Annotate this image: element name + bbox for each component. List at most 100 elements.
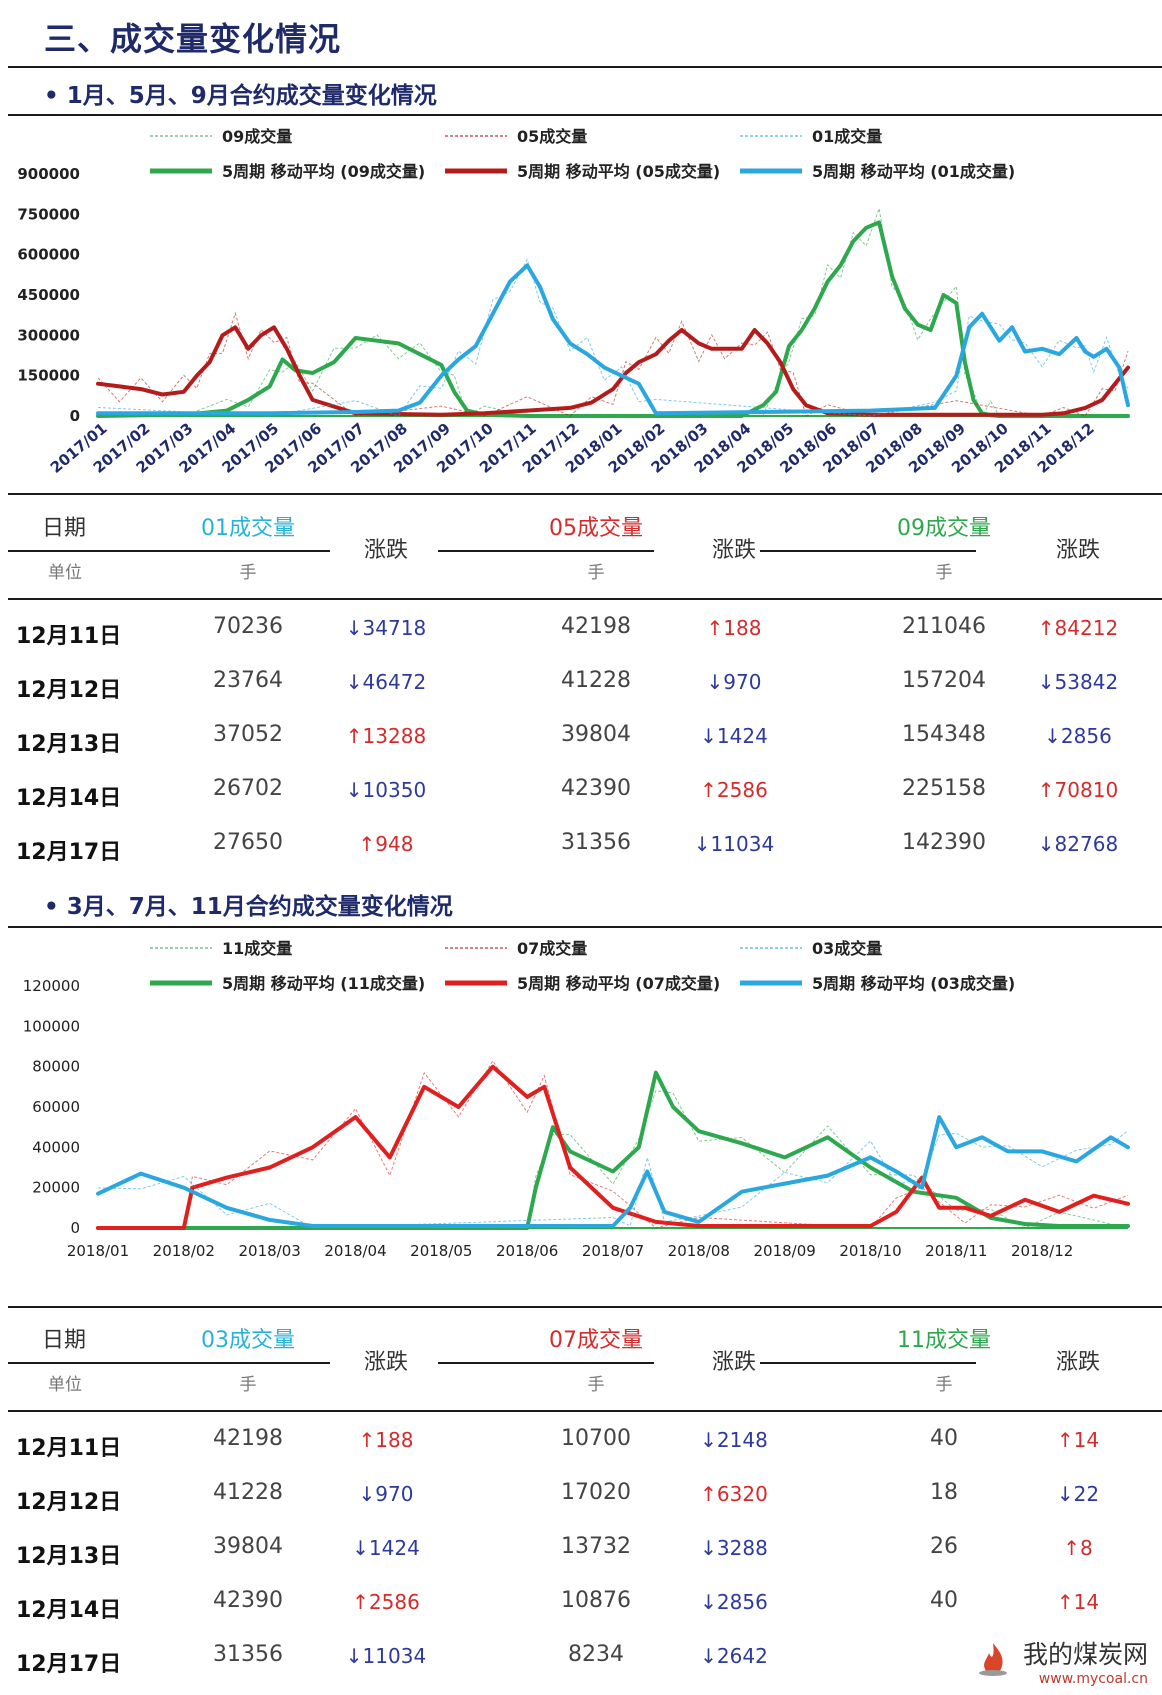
cell-value: 18	[930, 1480, 958, 1505]
legend-label: 09成交量	[222, 127, 292, 146]
x-tick-label: 2018/04	[324, 1242, 386, 1260]
cell-change: ↑6320	[700, 1482, 768, 1506]
cell-change: ↓11034	[693, 832, 775, 856]
cell-change: ↓2148	[700, 1428, 768, 1452]
cell-value: 42198	[213, 1426, 283, 1451]
cell-change: ↓2642	[700, 1644, 768, 1668]
row-date: 12月17日	[16, 840, 122, 865]
row-date: 12月12日	[16, 678, 122, 703]
section-2-divider	[8, 926, 1162, 928]
x-tick-label: 2018/08	[668, 1242, 730, 1260]
cell-value: 70236	[213, 614, 283, 639]
legend-label: 01成交量	[812, 127, 882, 146]
x-tick-label: 2018/02	[153, 1242, 215, 1260]
y-tick-label: 450000	[17, 286, 80, 304]
cell-change: ↓970	[706, 670, 762, 694]
unit-header: 单位	[48, 563, 82, 583]
series-header: 09成交量	[897, 516, 991, 541]
x-tick-label: 2018/12	[1011, 1242, 1073, 1260]
x-tick-label: 2018/10	[839, 1242, 901, 1260]
cell-value: 31356	[561, 830, 631, 855]
cell-value: 23764	[213, 668, 283, 693]
cell-value: 41228	[213, 1480, 283, 1505]
row-date: 12月14日	[16, 786, 122, 811]
cell-change: ↑14	[1056, 1590, 1100, 1614]
unit-label: 手	[935, 1375, 953, 1395]
chart-2: 11成交量 07成交量 03成交量 5周期 移动平均 (11成交量) 5周期 移动平均 …	[0, 930, 1162, 1270]
cell-change: ↓46472	[345, 670, 427, 694]
cell-value: 42390	[561, 776, 631, 801]
legend-label: 5周期 移动平均 (07成交量)	[517, 974, 720, 993]
watermark-url: www.mycoal.cn	[1038, 1671, 1148, 1687]
cell-value: 39804	[213, 1534, 283, 1559]
cell-value: 17020	[561, 1480, 631, 1505]
cell-value: 42198	[561, 614, 631, 639]
y-tick-label: 150000	[17, 367, 80, 385]
y-tick-label: 600000	[17, 246, 80, 264]
cell-change: ↓34718	[345, 616, 427, 640]
unit-header: 单位	[48, 1375, 82, 1395]
row-date: 12月14日	[16, 1598, 122, 1623]
x-tick-label: 2018/11	[925, 1242, 987, 1260]
y-tick-label: 0	[70, 407, 80, 425]
cell-change: ↑948	[358, 832, 414, 856]
cell-change: ↓1424	[352, 1536, 420, 1560]
header-underline	[760, 550, 976, 552]
series-ma-line	[96, 1064, 1130, 1230]
cell-value: 26702	[213, 776, 283, 801]
cell-change: ↑13288	[345, 724, 427, 748]
change-header: 涨跌	[711, 538, 756, 563]
unit-label: 手	[935, 563, 953, 583]
series-header: 03成交量	[201, 1328, 295, 1353]
change-header: 涨跌	[1055, 1350, 1100, 1375]
table-2: 日期 单位 03成交量手 涨跌 07成交量手 涨跌 11成交量手 涨跌 12月11日 42198 ↑…	[8, 1308, 1162, 1688]
header-underline	[438, 550, 654, 552]
y-tick-label: 120000	[23, 977, 80, 995]
cell-value: 142390	[902, 830, 986, 855]
series-ma-line	[96, 325, 1130, 417]
y-tick-label: 80000	[32, 1058, 80, 1076]
cell-change: ↑84212	[1037, 616, 1119, 640]
cell-change: ↑188	[358, 1428, 414, 1452]
series-raw-line	[98, 208, 1128, 418]
x-tick-label: 2018/01	[67, 1242, 129, 1260]
y-tick-label: 300000	[17, 326, 80, 344]
unit-label: 手	[587, 563, 605, 583]
cell-value: 40	[930, 1588, 958, 1613]
cell-change: ↓10350	[345, 778, 427, 802]
series-header: 11成交量	[897, 1328, 991, 1353]
cell-value: 39804	[561, 722, 631, 747]
legend-label: 07成交量	[517, 939, 587, 958]
legend-label: 5周期 移动平均 (01成交量)	[812, 162, 1015, 181]
date-header: 日期	[42, 516, 87, 541]
row-date: 12月13日	[16, 732, 122, 757]
cell-change: ↑2586	[352, 1590, 420, 1614]
cell-value: 10700	[561, 1426, 631, 1451]
cell-change: ↓1424	[700, 724, 768, 748]
watermark-name: 我的煤炭网	[1022, 1640, 1148, 1669]
change-header: 涨跌	[363, 1350, 408, 1375]
cell-value: 27650	[213, 830, 283, 855]
cell-change: ↓2856	[1044, 724, 1112, 748]
legend-label: 5周期 移动平均 (05成交量)	[517, 162, 720, 181]
header-underline	[438, 1362, 654, 1364]
legend-label: 5周期 移动平均 (09成交量)	[222, 162, 425, 181]
section-1-title: • 1月、5月、9月合约成交量变化情况	[44, 83, 437, 109]
cell-value: 154348	[902, 722, 986, 747]
cell-value: 225158	[902, 776, 986, 801]
cell-change: ↓3288	[700, 1536, 768, 1560]
cell-value: 13732	[561, 1534, 631, 1559]
cell-change: ↓970	[358, 1482, 414, 1506]
cell-value: 40	[930, 1426, 958, 1451]
change-header: 涨跌	[363, 538, 408, 563]
section-1-divider	[8, 114, 1162, 116]
cell-change: ↓11034	[345, 1644, 427, 1668]
y-tick-label: 100000	[23, 1017, 80, 1035]
cell-value: 8234	[568, 1642, 624, 1667]
row-date: 12月13日	[16, 1544, 122, 1569]
header-underline	[8, 550, 330, 552]
table-1-top-divider	[8, 493, 1162, 495]
table-1: 日期 单位 01成交量手 涨跌 05成交量手 涨跌 09成交量手 涨跌 12月11日 70236 ↓…	[8, 496, 1162, 865]
y-tick-label: 900000	[17, 165, 80, 183]
cell-change: ↑188	[706, 616, 762, 640]
